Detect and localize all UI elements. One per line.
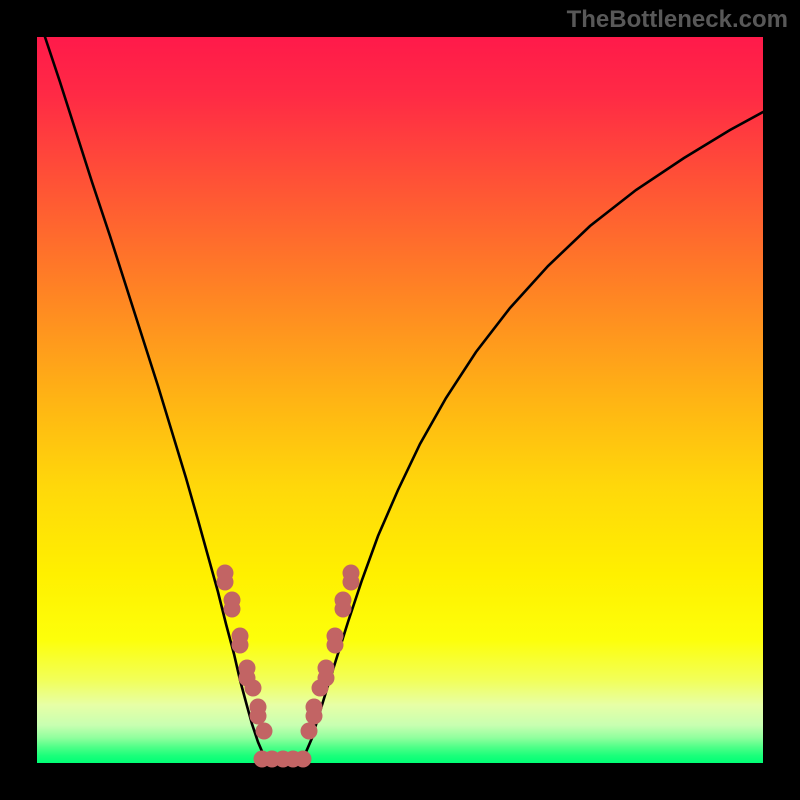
watermark: TheBottleneck.com (567, 6, 788, 34)
plot-area (37, 37, 763, 763)
chart-canvas: TheBottleneck.com (0, 0, 800, 800)
